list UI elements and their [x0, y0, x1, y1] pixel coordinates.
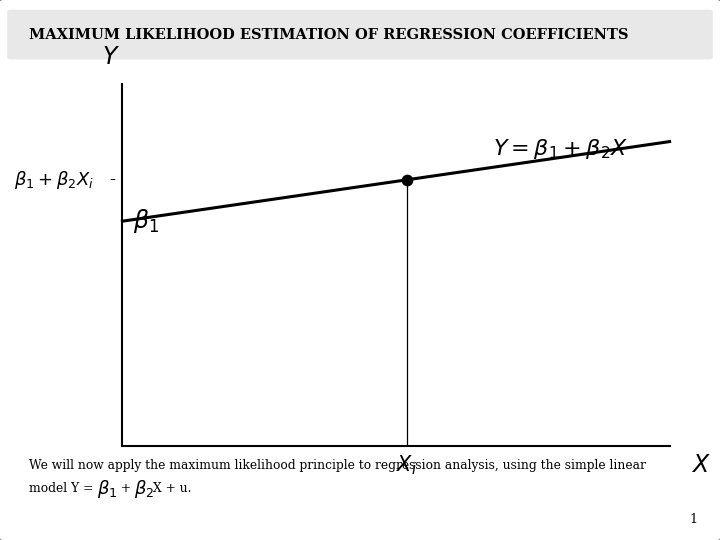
Text: X + u.: X + u. [153, 482, 192, 495]
Text: $Y$: $Y$ [102, 46, 120, 69]
Point [401, 176, 413, 184]
Text: $\beta_1 + \beta_2 X_i$   -: $\beta_1 + \beta_2 X_i$ - [14, 169, 117, 191]
Text: $Y = \beta_1 + \beta_2 X$: $Y = \beta_1 + \beta_2 X$ [492, 137, 628, 161]
Text: We will now apply the maximum likelihood principle to regression analysis, using: We will now apply the maximum likelihood… [29, 459, 646, 472]
Text: model Y =: model Y = [29, 482, 97, 495]
Text: MAXIMUM LIKELIHOOD ESTIMATION OF REGRESSION COEFFICIENTS: MAXIMUM LIKELIHOOD ESTIMATION OF REGRESS… [29, 28, 629, 42]
Text: $\beta_1$: $\beta_1$ [97, 478, 117, 500]
Text: $\beta_2$: $\beta_2$ [134, 478, 154, 500]
Text: $X$: $X$ [691, 454, 711, 477]
Text: 1: 1 [689, 513, 697, 526]
Text: $\beta_1$: $\beta_1$ [133, 207, 159, 235]
FancyBboxPatch shape [7, 10, 713, 59]
Text: $X_i$: $X_i$ [396, 454, 418, 477]
Text: +: + [117, 482, 135, 495]
